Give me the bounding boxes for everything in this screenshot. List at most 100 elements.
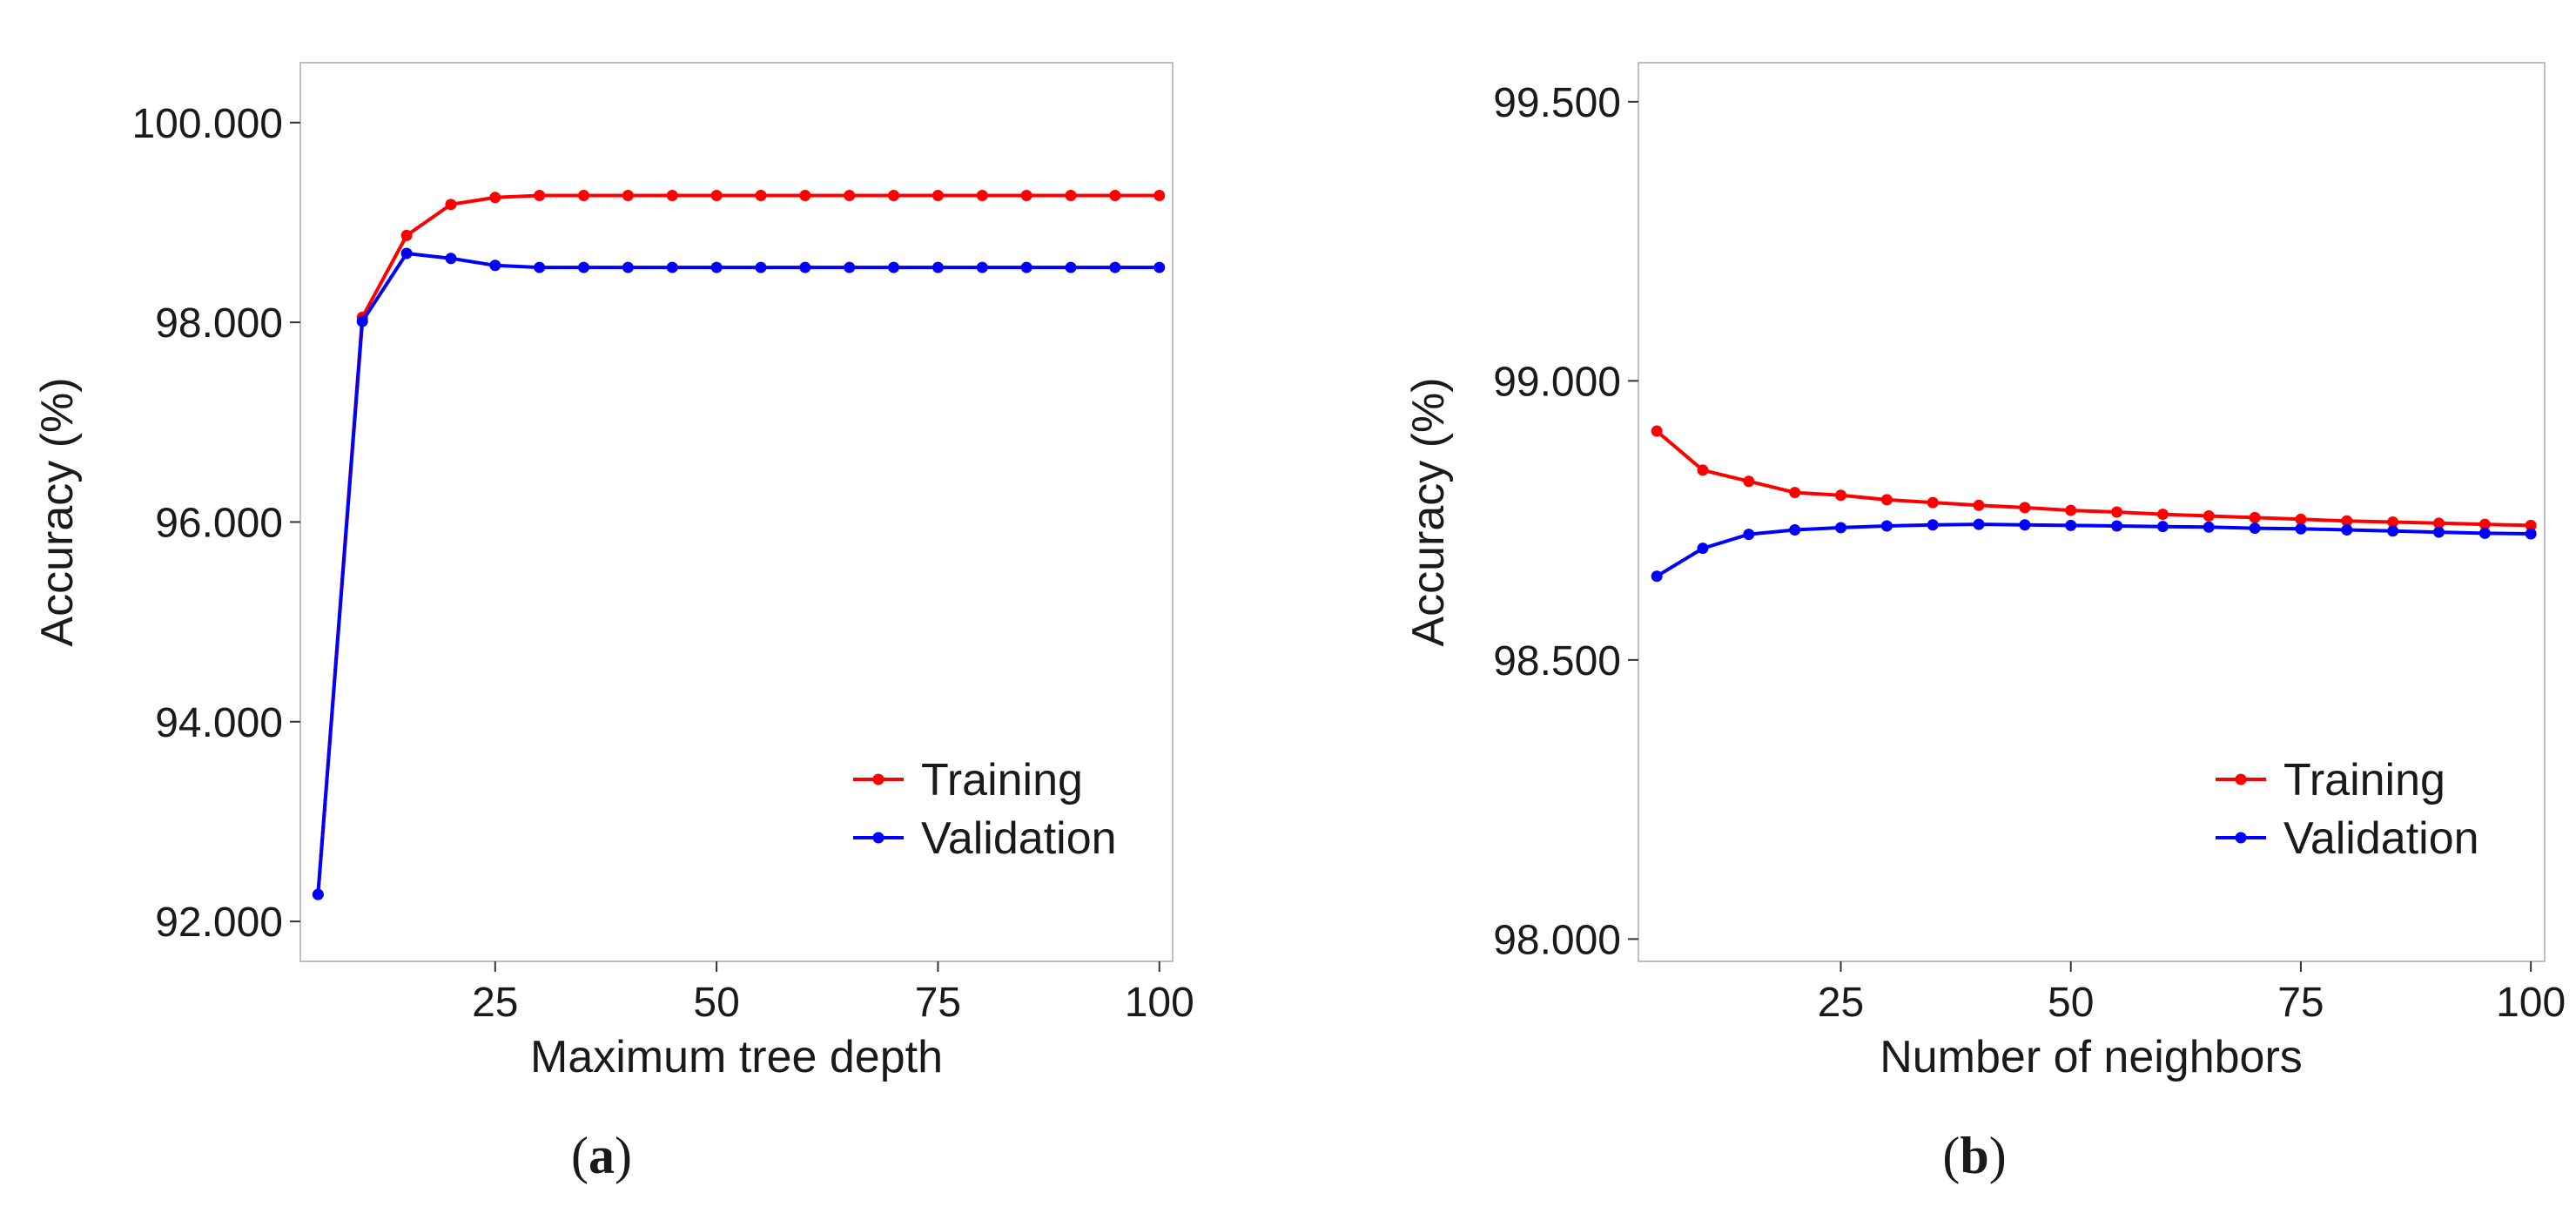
data-point-validation bbox=[1927, 519, 1939, 531]
series-line-training bbox=[316, 193, 1160, 895]
data-point-validation bbox=[622, 261, 634, 273]
y-tick-label: 98.000 bbox=[155, 300, 283, 347]
legend-label: Validation bbox=[921, 813, 1117, 864]
data-point-validation bbox=[1743, 529, 1755, 541]
data-point-training bbox=[755, 190, 767, 202]
x-tick-label: 100 bbox=[2496, 980, 2566, 1026]
data-point-validation bbox=[312, 888, 324, 900]
data-point-validation bbox=[1880, 520, 1893, 532]
y-tick-label: 92.000 bbox=[155, 900, 283, 946]
data-point-validation bbox=[2295, 522, 2307, 535]
data-point-training bbox=[534, 190, 546, 202]
data-point-training bbox=[2019, 502, 2031, 514]
data-point-validation bbox=[2478, 527, 2491, 539]
data-point-validation bbox=[2203, 521, 2215, 533]
data-point-validation bbox=[578, 261, 590, 273]
data-point-training bbox=[1743, 475, 1755, 488]
plot-frame-a bbox=[299, 62, 1174, 962]
y-axis-a: 92.000 94.000 96.000 98.000 100.000 bbox=[131, 101, 300, 946]
data-point-training bbox=[1973, 499, 1985, 511]
data-point-training bbox=[2111, 506, 2123, 518]
legend-swatch-marker bbox=[872, 832, 884, 844]
data-point-training bbox=[1697, 464, 1709, 476]
legend-swatch-marker bbox=[872, 773, 884, 785]
data-point-training bbox=[2295, 513, 2307, 525]
data-point-validation bbox=[1109, 261, 1121, 273]
data-point-training bbox=[489, 192, 501, 204]
x-tick-label: 75 bbox=[2277, 980, 2324, 1026]
data-point-training bbox=[844, 190, 856, 202]
x-tick-label: 50 bbox=[2048, 980, 2094, 1026]
panel-label-a: (a) bbox=[571, 1127, 632, 1184]
data-point-validation bbox=[1789, 524, 1801, 536]
legend-label: Training bbox=[921, 755, 1083, 805]
panel-b: 98.000 98.500 99.000 99.500 25 50 75 100 Train… bbox=[1403, 62, 2566, 1184]
data-point-training bbox=[2156, 509, 2169, 521]
y-axis-label-b: Accuracy (%) bbox=[1403, 377, 1454, 646]
data-point-training bbox=[710, 190, 723, 202]
legend-b: Training Validation bbox=[2216, 755, 2479, 864]
data-point-validation bbox=[2249, 522, 2261, 535]
y-tick-label: 99.000 bbox=[1493, 359, 1621, 405]
data-point-training bbox=[2478, 518, 2491, 530]
x-tick-label: 75 bbox=[915, 980, 961, 1026]
data-point-training bbox=[666, 190, 678, 202]
x-tick-label: 25 bbox=[1818, 980, 1864, 1026]
data-point-training bbox=[1153, 190, 1166, 202]
data-point-training bbox=[445, 199, 457, 211]
data-point-validation bbox=[1973, 518, 1985, 530]
data-point-validation bbox=[2065, 519, 2077, 531]
x-tick-label: 100 bbox=[1125, 980, 1194, 1026]
legend-label: Training bbox=[2283, 755, 2445, 805]
series-line-validation bbox=[316, 251, 1160, 895]
y-tick-label: 96.000 bbox=[155, 500, 283, 546]
x-axis-label-b: Number of neighbors bbox=[1880, 1032, 2303, 1082]
panel-a: 92.000 94.000 96.000 98.000 100.000 25 50 75 10… bbox=[32, 62, 1194, 1184]
data-point-validation bbox=[2432, 526, 2445, 538]
y-tick-label: 98.000 bbox=[1493, 917, 1621, 963]
y-tick-label: 99.500 bbox=[1493, 80, 1621, 126]
y-axis-b: 98.000 98.500 99.000 99.500 bbox=[1493, 80, 1638, 963]
panel-letter-a: a bbox=[589, 1127, 615, 1184]
x-tick-label: 25 bbox=[472, 980, 518, 1026]
data-point-training bbox=[1065, 190, 1077, 202]
data-point-validation bbox=[799, 261, 811, 273]
data-point-validation bbox=[666, 261, 678, 273]
legend-swatch-marker bbox=[2235, 832, 2247, 844]
data-point-validation bbox=[356, 315, 368, 327]
data-point-training bbox=[2065, 504, 2077, 516]
data-point-validation bbox=[755, 261, 767, 273]
y-tick-label: 94.000 bbox=[155, 700, 283, 746]
data-point-training bbox=[2525, 519, 2537, 531]
series-line-validation bbox=[1656, 522, 2532, 578]
data-point-training bbox=[1789, 487, 1801, 499]
data-point-training bbox=[1927, 496, 1939, 509]
data-point-training bbox=[1880, 494, 1893, 506]
x-axis-b: 25 50 75 100 bbox=[1818, 961, 2566, 1026]
data-point-validation bbox=[1697, 543, 1709, 555]
data-point-validation bbox=[1835, 522, 1847, 534]
data-point-validation bbox=[1153, 261, 1166, 273]
data-point-validation bbox=[2156, 521, 2169, 533]
data-point-training bbox=[2249, 511, 2261, 523]
data-point-validation bbox=[534, 261, 546, 273]
data-point-validation bbox=[2387, 525, 2399, 537]
data-point-training bbox=[2387, 516, 2399, 529]
data-point-validation bbox=[1651, 570, 1663, 583]
data-point-validation bbox=[2525, 528, 2537, 540]
series-line-training bbox=[1655, 429, 2532, 528]
data-point-validation bbox=[489, 260, 501, 272]
data-point-validation bbox=[400, 247, 413, 260]
data-point-validation bbox=[976, 261, 988, 273]
data-point-training bbox=[578, 190, 590, 202]
legend-a: Training Validation bbox=[853, 755, 1117, 864]
data-point-training bbox=[2203, 509, 2215, 522]
y-axis-label-a: Accuracy (%) bbox=[32, 377, 83, 646]
series-lines-b bbox=[1651, 425, 2537, 583]
data-point-training bbox=[2432, 517, 2445, 529]
y-tick-label: 100.000 bbox=[131, 101, 283, 147]
data-point-validation bbox=[932, 261, 944, 273]
x-tick-label: 50 bbox=[693, 980, 739, 1026]
data-point-training bbox=[888, 190, 900, 202]
